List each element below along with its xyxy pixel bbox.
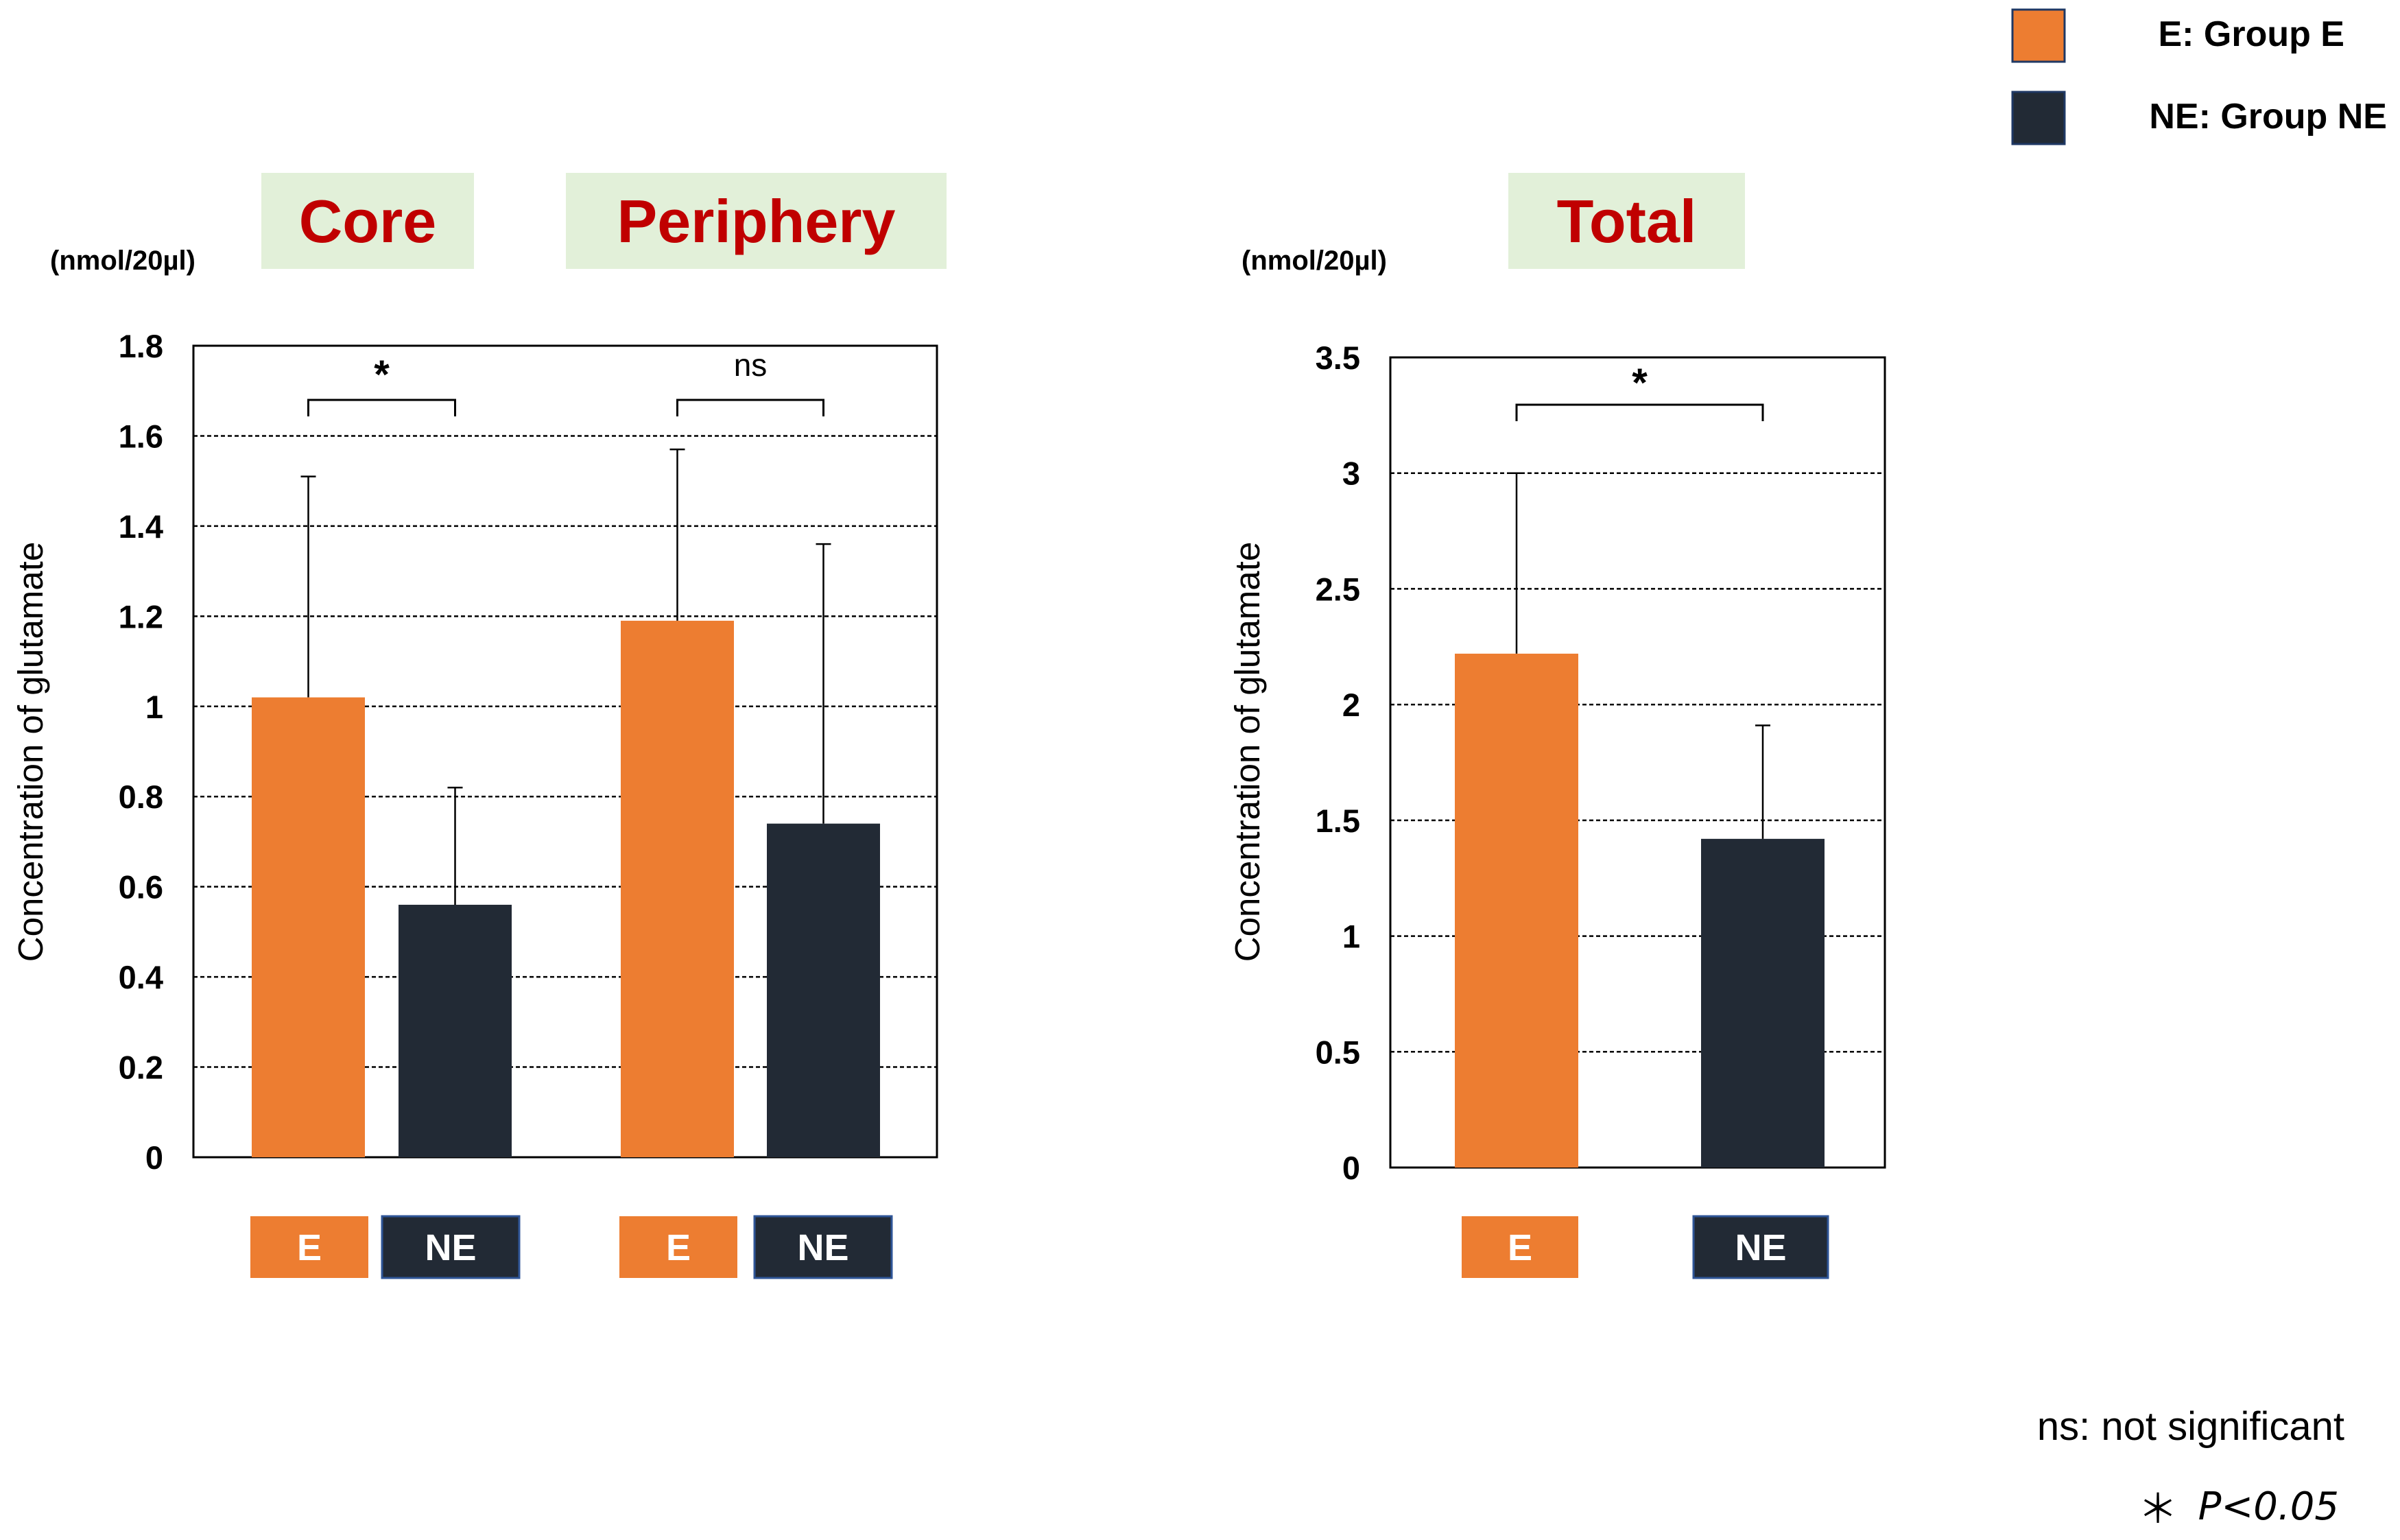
y-axis-label: Concentration of glutamate: [1228, 542, 1267, 962]
group-tag-e: [1462, 1216, 1578, 1278]
significance-bracket: [1515, 403, 1764, 421]
group-tag-label: E: [666, 1227, 691, 1268]
y-tick-label: 1.2: [119, 598, 163, 635]
significance-bracket: [307, 399, 456, 416]
group-tag-label: E: [297, 1227, 322, 1268]
panel-title-box: [261, 173, 474, 269]
group-tag-label: NE: [797, 1227, 848, 1268]
y-tick-label: 0.8: [119, 779, 163, 815]
significance-label: *: [1632, 361, 1648, 405]
y-tick-label: 1: [145, 689, 163, 725]
footnote-ns: ns: not significant: [2037, 1404, 2344, 1449]
group-tag-ne: [381, 1215, 521, 1279]
y-tick-label: 0.6: [119, 869, 163, 905]
group-tag-label: NE: [425, 1227, 476, 1268]
y-tick-label: 1.4: [119, 508, 163, 545]
unit-label: (nmol/20µl): [1241, 246, 1387, 276]
bar-e: [621, 620, 734, 1157]
y-tick-label: 1.5: [1316, 803, 1360, 839]
y-tick-label: 1.8: [119, 328, 163, 364]
footnote-star: ＊: [2138, 1487, 2178, 1532]
y-tick-label: 2: [1342, 687, 1360, 723]
y-tick-label: 1: [1342, 919, 1360, 955]
bar-e: [252, 697, 365, 1157]
panel-title: Core: [299, 187, 437, 255]
unit-label: (nmol/20µl): [50, 246, 195, 276]
legend-label: E: Group E: [2158, 14, 2344, 54]
footnote-p: P<0.05: [2198, 1484, 2339, 1529]
y-tick-label: 0: [1342, 1150, 1360, 1186]
bar-ne: [399, 904, 512, 1157]
plot-frame: [192, 344, 938, 1159]
y-tick-label: 3: [1342, 455, 1360, 492]
panel-title-box: [1508, 173, 1745, 269]
significance-label: *: [374, 353, 390, 397]
y-tick-label: 0.5: [1316, 1034, 1360, 1070]
group-tag-e: [250, 1216, 368, 1278]
y-tick-label: 0.2: [119, 1050, 163, 1086]
y-axis-label: Concentration of glutamate: [11, 542, 50, 962]
group-tag-label: NE: [1735, 1227, 1786, 1268]
bar-ne: [767, 823, 880, 1157]
panel-title: Total: [1557, 187, 1697, 255]
group-tag-ne: [753, 1215, 893, 1279]
y-tick-label: 3.5: [1316, 340, 1360, 376]
group-tag-ne: [1692, 1215, 1829, 1279]
significance-bracket: [676, 399, 824, 416]
y-tick-label: 0: [145, 1139, 163, 1176]
group-tag-e: [619, 1216, 737, 1278]
y-tick-label: 1.6: [119, 418, 163, 454]
legend-swatch: [2011, 8, 2066, 63]
bar-ne: [1701, 838, 1825, 1168]
plot-frame: [1389, 356, 1886, 1169]
y-tick-label: 2.5: [1316, 571, 1360, 607]
panel-title: Periphery: [617, 187, 896, 255]
bar-e: [1455, 653, 1578, 1168]
y-tick-label: 0.4: [119, 959, 163, 995]
legend-swatch: [2011, 91, 2066, 145]
legend-label: NE: Group NE: [2149, 97, 2387, 137]
panel-title-box: [566, 173, 947, 269]
significance-label: ns: [734, 347, 768, 383]
group-tag-label: E: [1508, 1227, 1532, 1268]
